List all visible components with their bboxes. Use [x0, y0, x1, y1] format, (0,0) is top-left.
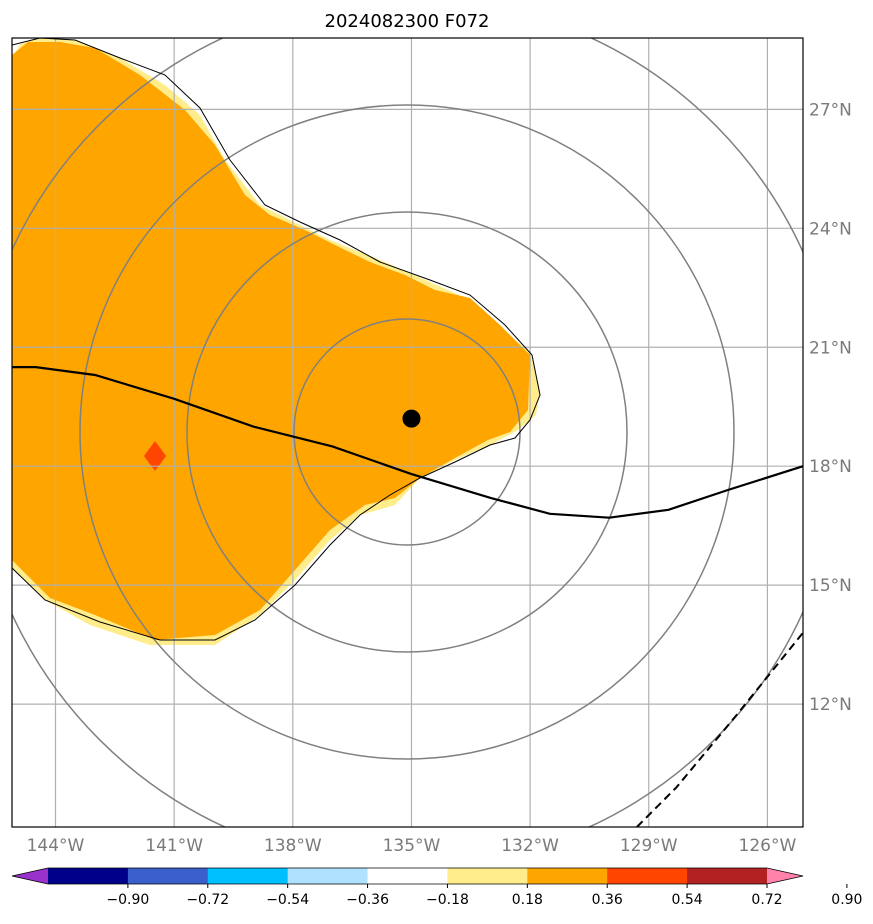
- colorbar-tick-label: −0.90: [106, 892, 149, 908]
- colorbar-segment: [687, 868, 768, 884]
- colorbar-extend-low: [12, 868, 48, 884]
- longitude-labels: 144°W 141°W 138°W 135°W 132°W 129°W 126°W: [27, 836, 797, 856]
- latitude-label: 21°N: [809, 338, 852, 358]
- longitude-label: 126°W: [739, 836, 797, 856]
- forecast-field: [12, 38, 540, 645]
- longitude-label: 138°W: [264, 836, 322, 856]
- range-ring-2: [186, 211, 628, 653]
- colorbar-segment: [207, 868, 289, 884]
- latitude-labels: 27°N 24°N 21°N 18°N 15°N 12°N: [809, 100, 852, 715]
- colorbar-tick-label: −0.72: [186, 892, 229, 908]
- latitude-label: 27°N: [809, 100, 852, 120]
- latitude-label: 12°N: [809, 695, 852, 715]
- longitude-label: 141°W: [145, 836, 203, 856]
- colorbar-tick-label: 0.18: [512, 892, 543, 908]
- graticule: [12, 38, 803, 827]
- colorbar-outline: [11, 867, 804, 885]
- range-ring-3: [79, 104, 735, 760]
- colorbar-tick-label: −0.36: [346, 892, 389, 908]
- colorbar-tick-label: 0.90: [831, 892, 862, 908]
- longitude-label: 132°W: [501, 836, 559, 856]
- latitude-label: 24°N: [809, 219, 852, 239]
- colorbar-segment: [367, 868, 448, 884]
- latitude-label: 18°N: [809, 457, 852, 477]
- colorbar-tick-label: 0.36: [592, 892, 623, 908]
- colorbar-tick-label: 0.54: [672, 892, 703, 908]
- map-panel: [12, 38, 803, 827]
- longitude-label: 129°W: [620, 836, 678, 856]
- colorbar-segment: [48, 868, 129, 884]
- colorbar-segment: [447, 868, 528, 884]
- field-main-region: [12, 42, 530, 640]
- storm-center-marker: [402, 409, 421, 428]
- colorbar-segment: [607, 868, 688, 884]
- colorbar-segment: [127, 868, 209, 884]
- colorbar-tick-label: −0.54: [266, 892, 309, 908]
- field-contour-outline: [12, 38, 541, 641]
- dashed-boundary-line: [636, 632, 803, 827]
- latitude-label: 15°N: [809, 576, 852, 596]
- map-frame: [11, 37, 804, 828]
- colorbar-segment: [287, 868, 369, 884]
- colorbar-segment: [527, 868, 608, 884]
- figure-title: 2024082300 F072: [325, 11, 490, 32]
- colorbar-extend-high: [767, 868, 803, 884]
- colorbar-tick-label: 0.72: [751, 892, 782, 908]
- longitude-label: 144°W: [27, 836, 85, 856]
- colorbar-tick-label: −0.18: [426, 892, 469, 908]
- longitude-label: 135°W: [383, 836, 441, 856]
- colorbar: −0.90 −0.72 −0.54 −0.36 −0.18 0.18 0.36 0.54 0.7…: [11, 867, 862, 908]
- field-spot: [144, 441, 166, 471]
- storm-track-line: [12, 366, 803, 519]
